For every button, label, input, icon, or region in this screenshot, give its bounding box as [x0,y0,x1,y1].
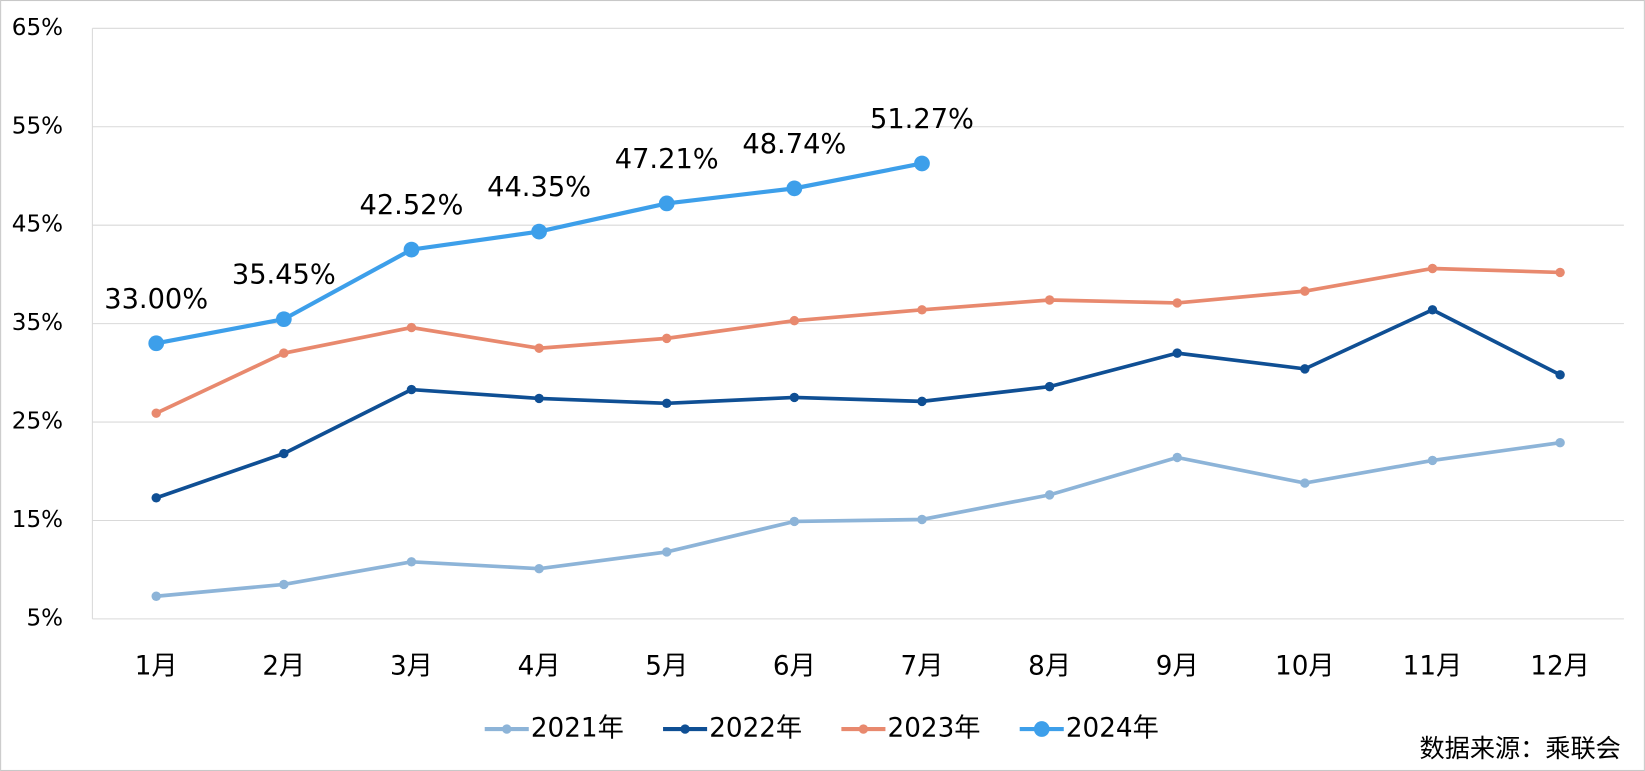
data-point [1044,381,1055,392]
y-tick-label: 35% [12,310,63,336]
data-point [403,241,420,258]
data-point [1427,263,1438,274]
data-point [406,384,417,395]
data-label: 51.27% [870,104,974,135]
data-point [789,315,800,326]
x-tick-label: 6月 [773,652,816,682]
data-point [917,305,927,315]
x-tick-label: 2月 [262,652,305,682]
x-tick-label: 12月 [1530,652,1590,682]
series-line [155,307,1561,500]
data-point [1427,455,1438,466]
data-point [151,493,161,503]
data-point [1172,348,1182,358]
data-point [151,591,161,601]
data-point [1044,295,1055,305]
data-point [914,155,930,172]
x-tick-label: 8月 [1028,652,1071,682]
data-point [662,333,672,344]
data-label: 47.21% [615,144,719,175]
data-point [1300,364,1310,374]
data-point [1172,452,1182,463]
x-tick-label: 1月 [135,652,178,682]
data-point [1044,490,1055,500]
y-tick-label: 55% [12,113,63,139]
data-point [1555,437,1565,448]
data-point [279,448,289,459]
x-tick-label: 9月 [1156,652,1199,682]
source-note: 数据来源：乘联会 [1420,734,1621,763]
data-label: 42.52% [359,190,463,221]
legend-marker [502,724,512,734]
series-line [156,440,1561,599]
legend-label: 2021年 [531,714,624,744]
x-tick-label: 4月 [518,652,561,682]
data-point [531,223,547,240]
data-point [534,393,544,404]
data-point [1427,305,1438,315]
data-point [1555,267,1565,278]
data-point [534,563,544,574]
data-point [279,579,289,590]
y-tick-label: 45% [12,212,63,238]
legend-marker [858,724,869,734]
y-tick-label: 5% [26,605,63,631]
x-tick-label: 10月 [1275,652,1335,682]
x-tick-label: 11月 [1403,652,1463,682]
data-point [662,398,672,409]
y-tick-label: 65% [12,15,63,41]
data-point [1555,370,1565,380]
data-point [1300,286,1310,296]
x-tick-label: 3月 [390,652,433,682]
data-label: 33.00% [104,284,208,315]
data-point [1300,478,1310,488]
data-point [279,348,289,358]
legend-label: 2022年 [709,714,802,744]
data-point [534,343,544,353]
data-point [406,557,417,567]
data-label: 48.74% [742,129,846,160]
legend-marker [680,724,690,734]
data-point [917,514,927,525]
data-point [1172,298,1182,308]
x-tick-label: 7月 [901,652,944,682]
y-tick-label: 15% [12,507,63,533]
data-label: 44.35% [487,172,591,203]
data-point [275,311,292,328]
data-point [406,322,417,333]
data-point [151,408,161,418]
legend-label: 2024年 [1066,714,1159,744]
data-point [148,335,165,352]
x-tick-label: 5月 [645,652,688,682]
data-point [789,392,800,403]
data-point [917,396,927,407]
legend-marker [1033,721,1050,737]
data-point [658,195,675,212]
data-point [662,547,672,557]
series-line [155,266,1561,415]
data-point [789,516,800,527]
legend-label: 2023年 [888,714,981,744]
data-label: 35.45% [232,260,336,291]
y-tick-label: 25% [12,409,63,435]
data-point [786,180,803,197]
